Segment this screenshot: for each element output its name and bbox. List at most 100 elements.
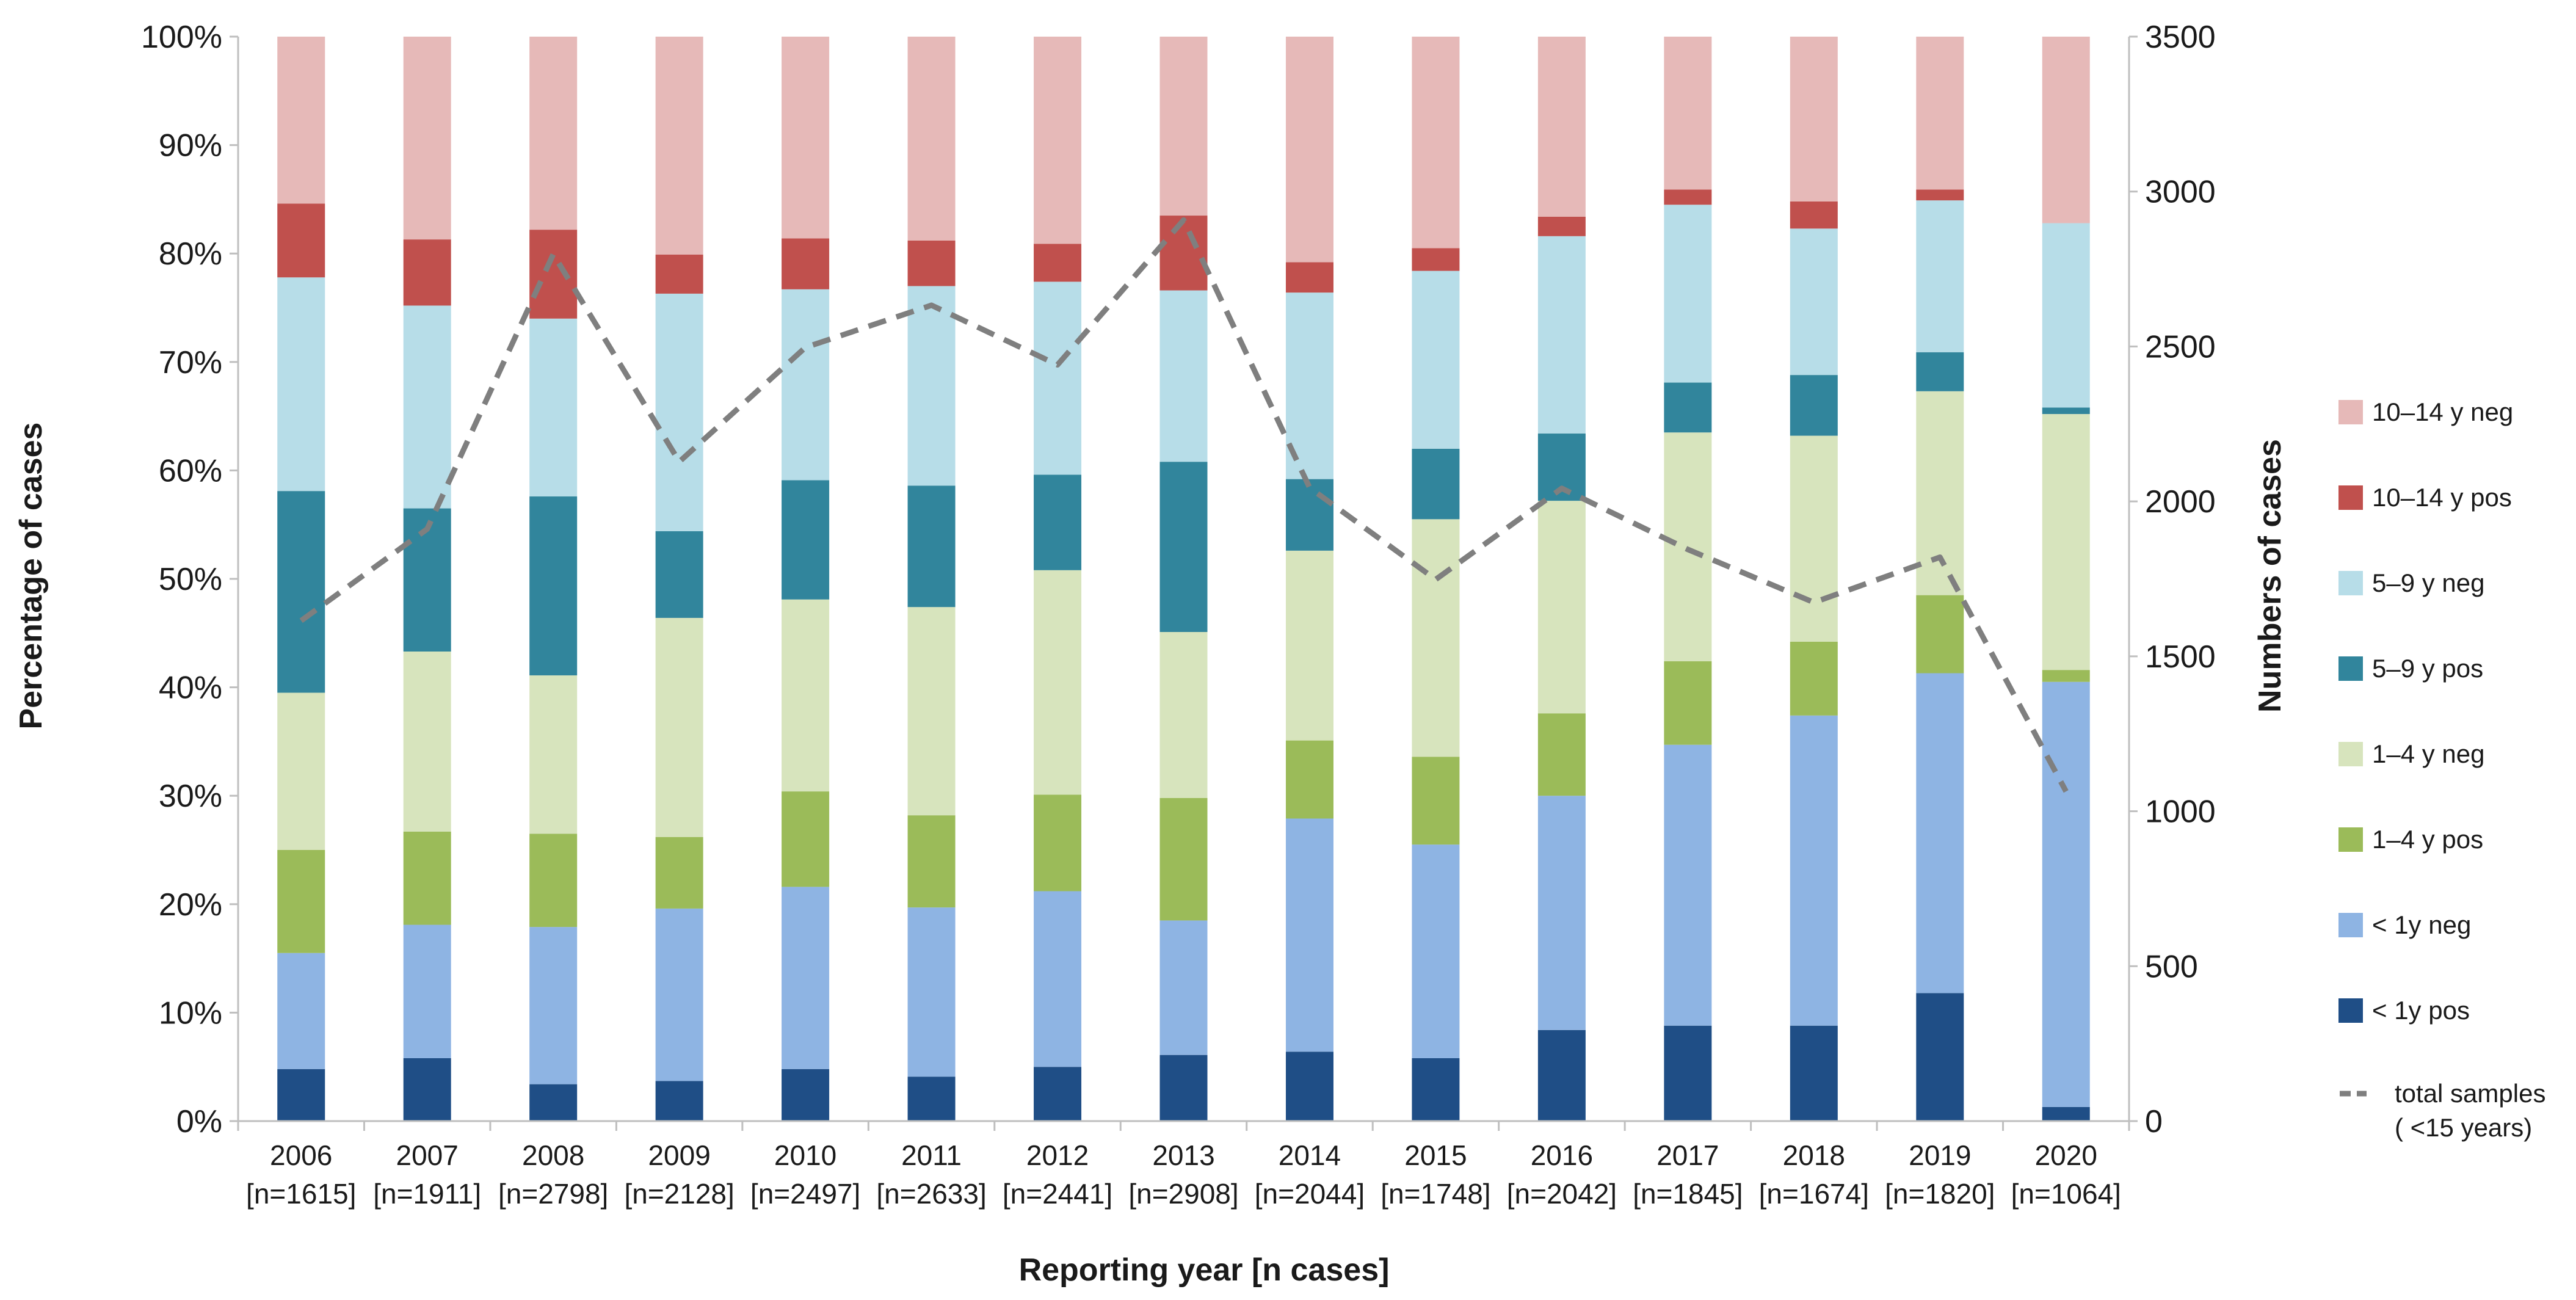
bar-segment-2006-s5 bbox=[277, 277, 325, 492]
bar-segment-2016-s1 bbox=[1537, 796, 1586, 1030]
bar-segment-2020-s3 bbox=[2042, 414, 2090, 670]
bar-segment-2013-s7 bbox=[1159, 37, 1208, 216]
bar-segment-2012-s7 bbox=[1034, 37, 1082, 244]
bar-segment-2014-s3 bbox=[1285, 550, 1333, 741]
y2-tick-label: 2500 bbox=[2145, 329, 2216, 365]
bar-segment-2013-s6 bbox=[1159, 216, 1208, 291]
bar-segment-2011-s6 bbox=[907, 240, 956, 286]
legend-label: total samples bbox=[2395, 1079, 2545, 1108]
bar-segment-2018-s2 bbox=[1790, 642, 1838, 716]
legend-label: < 1y pos bbox=[2372, 996, 2470, 1025]
bar-segment-2010-s6 bbox=[782, 238, 830, 289]
bar-segment-2017-s6 bbox=[1664, 189, 1712, 205]
bar-segment-2014-s2 bbox=[1285, 740, 1333, 819]
bar-segment-2017-s5 bbox=[1664, 205, 1712, 383]
bar-segment-2007-s2 bbox=[403, 831, 451, 925]
x-category-label: 2012 bbox=[1026, 1139, 1089, 1171]
bar-segment-2018-s7 bbox=[1790, 37, 1838, 202]
bar-segment-2009-s5 bbox=[655, 293, 703, 531]
bar-segment-2013-s2 bbox=[1159, 797, 1208, 921]
bar-segment-2019-s4 bbox=[1916, 352, 1964, 391]
bar-segment-2015-s0 bbox=[1412, 1058, 1460, 1121]
x-category-count: [n=1064] bbox=[2011, 1178, 2121, 1210]
bar-segment-2006-s6 bbox=[277, 203, 325, 278]
bar-segment-2009-s3 bbox=[655, 617, 703, 837]
bar-segment-2008-s0 bbox=[529, 1084, 578, 1121]
x-category-count: [n=2441] bbox=[1003, 1178, 1112, 1210]
bar-segment-2014-s1 bbox=[1285, 818, 1333, 1052]
bar-segment-2020-s4 bbox=[2042, 407, 2090, 415]
legend-swatch bbox=[2338, 998, 2363, 1023]
bar-segment-2019-s0 bbox=[1916, 993, 1964, 1121]
x-category-label: 2020 bbox=[2035, 1139, 2097, 1171]
legend-label: 1–4 y neg bbox=[2372, 739, 2485, 768]
y-tick-label: 20% bbox=[159, 887, 222, 923]
x-category-count: [n=2633] bbox=[876, 1178, 986, 1210]
bar-segment-2013-s5 bbox=[1159, 290, 1208, 462]
bar-segment-2020-s1 bbox=[2042, 681, 2090, 1107]
bar-segment-2010-s3 bbox=[782, 599, 830, 792]
bar-segment-2016-s7 bbox=[1537, 37, 1586, 217]
bar-segment-2018-s6 bbox=[1790, 201, 1838, 229]
bar-segment-2009-s1 bbox=[655, 908, 703, 1081]
legend-swatch bbox=[2338, 656, 2363, 681]
bar-segment-2007-s6 bbox=[403, 239, 451, 306]
bar-segment-2008-s2 bbox=[529, 833, 578, 928]
bar-segment-2008-s6 bbox=[529, 230, 578, 319]
bar-segment-2012-s0 bbox=[1034, 1067, 1082, 1121]
legend-swatch bbox=[2338, 400, 2363, 424]
bar-segment-2014-s0 bbox=[1285, 1051, 1333, 1121]
bar-segment-2008-s5 bbox=[529, 318, 578, 497]
bar-segment-2011-s5 bbox=[907, 286, 956, 486]
bar-segment-2019-s1 bbox=[1916, 673, 1964, 993]
bar-segment-2006-s1 bbox=[277, 953, 325, 1069]
x-category-count: [n=1748] bbox=[1381, 1178, 1490, 1210]
y2-tick-label: 3000 bbox=[2145, 175, 2216, 210]
bar-segment-2015-s7 bbox=[1412, 37, 1460, 249]
bar-segment-2017-s4 bbox=[1664, 382, 1712, 433]
bar-segment-2019-s3 bbox=[1916, 391, 1964, 595]
x-axis-title: Reporting year [n cases] bbox=[1019, 1252, 1390, 1288]
legend-label: < 1y neg bbox=[2372, 910, 2471, 939]
x-category-label: 2011 bbox=[901, 1139, 962, 1171]
bar-segment-2016-s2 bbox=[1537, 713, 1586, 796]
bar-segment-2007-s5 bbox=[403, 305, 451, 509]
y-tick-label: 0% bbox=[176, 1104, 222, 1139]
bar-segment-2012-s6 bbox=[1034, 244, 1082, 282]
x-category-label: 2014 bbox=[1279, 1139, 1341, 1171]
x-category-count: [n=1911] bbox=[373, 1178, 481, 1210]
bar-segment-2008-s3 bbox=[529, 675, 578, 834]
bar-segment-2018-s5 bbox=[1790, 228, 1838, 376]
bar-segment-2008-s1 bbox=[529, 927, 578, 1084]
bar-segment-2013-s3 bbox=[1159, 632, 1208, 798]
bar-segment-2012-s4 bbox=[1034, 474, 1082, 570]
bar-segment-2010-s0 bbox=[782, 1069, 830, 1121]
bar-segment-2018-s3 bbox=[1790, 435, 1838, 642]
bar-segment-2013-s4 bbox=[1159, 462, 1208, 633]
y2-tick-label: 1000 bbox=[2145, 794, 2216, 830]
bar-segment-2008-s4 bbox=[529, 496, 578, 676]
bar-segment-2015-s5 bbox=[1412, 271, 1460, 449]
legend-swatch bbox=[2338, 913, 2363, 937]
x-category-label: 2006 bbox=[270, 1139, 332, 1171]
bar-segment-2019-s5 bbox=[1916, 200, 1964, 352]
x-category-count: [n=2042] bbox=[1507, 1178, 1617, 1210]
bar-segment-2019-s7 bbox=[1916, 37, 1964, 190]
bar-segment-2017-s2 bbox=[1664, 661, 1712, 745]
x-category-count: [n=2044] bbox=[1255, 1178, 1365, 1210]
bar-segment-2018-s1 bbox=[1790, 715, 1838, 1026]
y2-tick-label: 2000 bbox=[2145, 484, 2216, 520]
legend-label: 10–14 y neg bbox=[2372, 398, 2513, 426]
bar-segment-2007-s1 bbox=[403, 924, 451, 1058]
bar-segment-2006-s4 bbox=[277, 491, 325, 693]
bar-segment-2015-s4 bbox=[1412, 448, 1460, 520]
y2-tick-label: 0 bbox=[2145, 1104, 2163, 1139]
y-tick-label: 90% bbox=[159, 128, 222, 164]
y-tick-label: 50% bbox=[159, 562, 222, 597]
bar-segment-2010-s1 bbox=[782, 887, 830, 1069]
bar-segment-2011-s2 bbox=[907, 815, 956, 908]
x-category-count: [n=1845] bbox=[1633, 1178, 1743, 1210]
legend-swatch bbox=[2338, 571, 2363, 595]
bar-segment-2011-s3 bbox=[907, 607, 956, 816]
x-category-count: [n=2497] bbox=[750, 1178, 860, 1210]
